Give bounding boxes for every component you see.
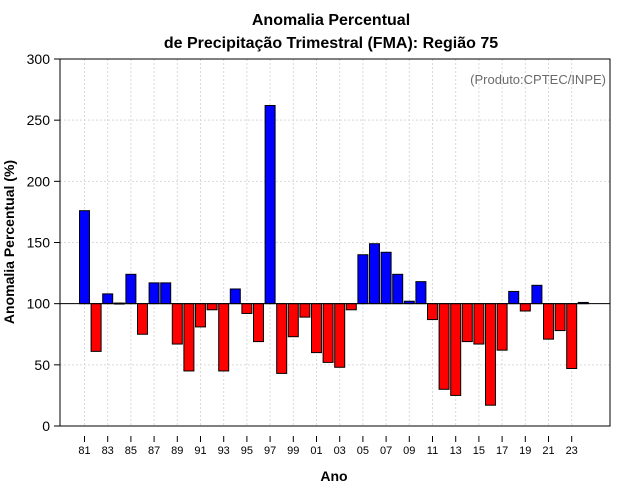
x-tick-label: 03 bbox=[334, 445, 346, 457]
y-tick-label: 100 bbox=[27, 296, 51, 312]
chart-subtitle: de Precipitação Trimestral (FMA): Região… bbox=[164, 35, 498, 52]
plot-frame bbox=[59, 58, 611, 427]
x-tick-label: 15 bbox=[473, 445, 485, 457]
bar-95 bbox=[241, 303, 253, 314]
bar-21 bbox=[543, 303, 554, 340]
bar-83 bbox=[102, 293, 114, 305]
bar-97 bbox=[264, 104, 276, 305]
bar-18 bbox=[508, 290, 520, 305]
y-tick-label: 300 bbox=[27, 51, 51, 67]
bar-23 bbox=[566, 303, 578, 370]
x-tick-label: 13 bbox=[450, 445, 462, 457]
bar-94 bbox=[229, 288, 241, 305]
bar-93 bbox=[218, 303, 230, 372]
x-tick-label: 87 bbox=[148, 445, 160, 457]
bar-04 bbox=[345, 303, 357, 311]
chart-title: Anomalia Percentual bbox=[252, 12, 410, 29]
y-tick-label: 150 bbox=[27, 235, 51, 251]
bar-06 bbox=[369, 243, 380, 305]
x-axis-label: Ano bbox=[320, 468, 347, 484]
bar-86 bbox=[137, 303, 148, 335]
bar-16 bbox=[485, 303, 496, 406]
x-tick-label: 81 bbox=[78, 445, 90, 457]
x-tick-label: 89 bbox=[171, 445, 183, 457]
bar-12 bbox=[438, 303, 450, 390]
bar-13 bbox=[450, 303, 462, 396]
bars bbox=[79, 104, 589, 406]
bar-82 bbox=[90, 303, 102, 352]
y-tick-label: 0 bbox=[42, 418, 50, 434]
bar-02 bbox=[322, 303, 334, 363]
bar-00 bbox=[299, 303, 311, 318]
credit-label: (Produto:CPTEC/INPE) bbox=[470, 72, 606, 87]
x-tick-label: 07 bbox=[380, 445, 392, 457]
x-tick-label: 83 bbox=[102, 445, 114, 457]
x-tick-label: 21 bbox=[542, 445, 554, 457]
bar-08 bbox=[392, 273, 404, 305]
x-tick-label: 01 bbox=[310, 445, 322, 457]
bar-03 bbox=[334, 303, 346, 368]
bar-19 bbox=[519, 303, 531, 312]
bar-91 bbox=[195, 303, 206, 328]
x-tick-label: 93 bbox=[218, 445, 230, 457]
bar-98 bbox=[276, 303, 288, 374]
x-tick-label: 91 bbox=[194, 445, 206, 457]
bar-96 bbox=[253, 303, 264, 343]
x-tick-label: 95 bbox=[241, 445, 253, 457]
x-tick-label: 97 bbox=[264, 445, 276, 457]
bar-15 bbox=[473, 303, 485, 345]
bar-92 bbox=[206, 303, 218, 311]
bar-14 bbox=[461, 303, 473, 343]
bar-87 bbox=[148, 282, 160, 305]
bar-10 bbox=[415, 281, 427, 305]
x-tick-label: 09 bbox=[403, 445, 415, 457]
bar-17 bbox=[496, 303, 508, 351]
y-tick-label: 200 bbox=[27, 173, 51, 189]
bar-01 bbox=[311, 303, 322, 354]
bar-07 bbox=[380, 251, 392, 305]
x-tick-label: 05 bbox=[357, 445, 369, 457]
x-tick-label: 85 bbox=[125, 445, 137, 457]
bar-89 bbox=[171, 303, 183, 345]
bar-81 bbox=[79, 210, 90, 305]
bar-22 bbox=[554, 303, 566, 332]
bar-20 bbox=[531, 284, 543, 305]
bar-11 bbox=[427, 303, 438, 321]
bar-90 bbox=[183, 303, 195, 372]
bar-05 bbox=[357, 254, 369, 305]
x-axis: 81 83 85 87 89 91 93 95 97 99 01 03 05 07 09 11 13 15 17 19… bbox=[78, 436, 578, 457]
grid-lines bbox=[60, 58, 610, 427]
bar-85 bbox=[125, 273, 137, 305]
bar-99 bbox=[287, 303, 299, 338]
y-axis: 0 50 100 150 200 250 300 bbox=[27, 51, 60, 434]
y-tick-label: 50 bbox=[34, 357, 50, 373]
x-tick-label: 99 bbox=[287, 445, 299, 457]
y-tick-label: 250 bbox=[27, 112, 51, 128]
bar-88 bbox=[160, 282, 172, 305]
x-tick-label: 19 bbox=[519, 445, 531, 457]
y-axis-label: Anomalia Percentual (%) bbox=[1, 160, 17, 324]
x-tick-label: 17 bbox=[496, 445, 508, 457]
x-tick-label: 11 bbox=[427, 445, 438, 457]
x-tick-label: 23 bbox=[566, 445, 578, 457]
